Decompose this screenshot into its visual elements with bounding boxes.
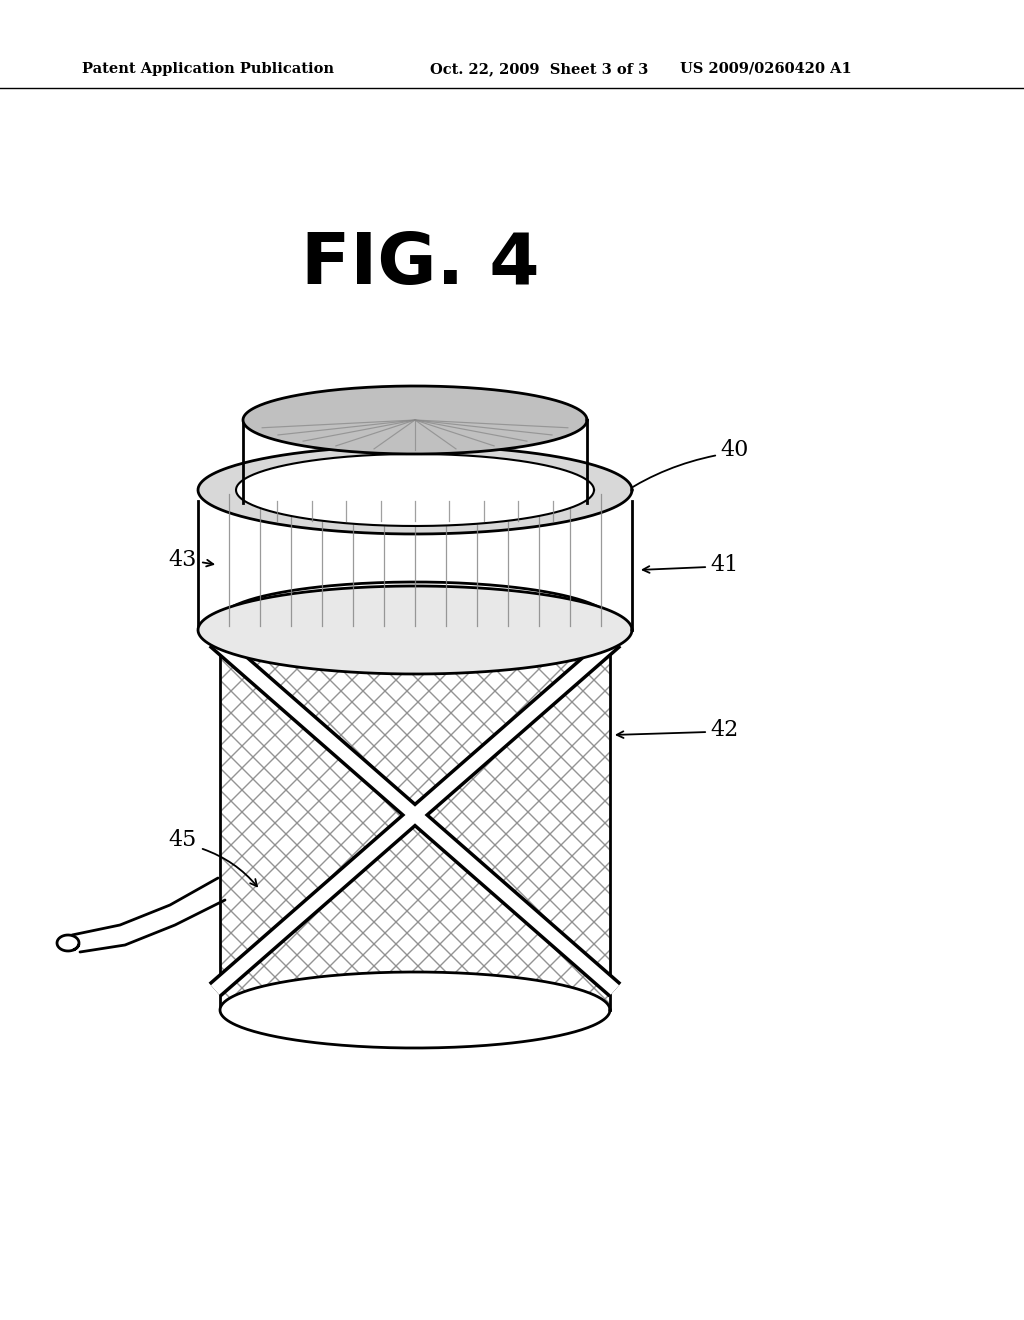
Text: 40: 40 <box>720 440 749 461</box>
Polygon shape <box>198 586 632 675</box>
Text: 41: 41 <box>710 554 738 576</box>
Text: 44: 44 <box>295 457 324 479</box>
Text: 42: 42 <box>710 719 738 741</box>
Text: Patent Application Publication: Patent Application Publication <box>82 62 334 77</box>
Text: Oct. 22, 2009  Sheet 3 of 3: Oct. 22, 2009 Sheet 3 of 3 <box>430 62 648 77</box>
Text: US 2009/0260420 A1: US 2009/0260420 A1 <box>680 62 852 77</box>
Polygon shape <box>220 972 610 1048</box>
Polygon shape <box>243 385 587 454</box>
Polygon shape <box>198 446 632 535</box>
Text: FIG. 4: FIG. 4 <box>301 230 540 300</box>
Text: 45: 45 <box>168 829 197 851</box>
Polygon shape <box>220 620 610 1010</box>
Text: 43: 43 <box>168 549 197 572</box>
Polygon shape <box>220 582 610 657</box>
Polygon shape <box>236 454 594 525</box>
